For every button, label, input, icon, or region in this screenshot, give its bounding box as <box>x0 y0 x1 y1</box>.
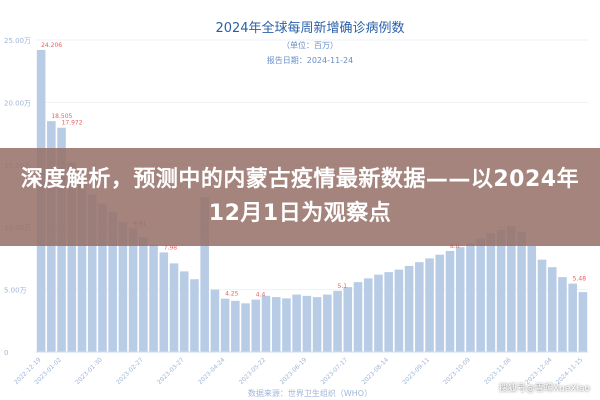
bar <box>527 245 537 352</box>
chart-source: 数据来源：世界卫生组织（WHO） <box>248 388 372 398</box>
x-tick-label: 2023-10-09 <box>442 356 472 386</box>
bar <box>200 197 209 352</box>
x-tick-label: 2023-06-19 <box>279 356 309 386</box>
bar <box>312 297 322 352</box>
bar <box>333 290 342 352</box>
bar <box>210 289 220 352</box>
bar <box>537 259 547 352</box>
watermark: 搜狐号@雪晖XueXiao <box>498 384 590 394</box>
x-tick-label: 2023-03-27 <box>156 356 186 386</box>
bar <box>435 254 445 352</box>
x-tick-label: 2023-08-14 <box>360 356 390 386</box>
bar <box>476 238 485 352</box>
bar <box>374 274 383 352</box>
y-tick-label: 0 <box>4 349 8 357</box>
bar <box>558 277 567 352</box>
bar <box>486 233 496 352</box>
chart-report-date: 报告日期：2024-11-24 <box>267 55 354 65</box>
bar <box>496 229 506 352</box>
y-tick-label: 5.00万 <box>4 287 27 295</box>
bar <box>271 297 281 352</box>
y-tick-label: 25.00万 <box>4 37 31 45</box>
bar <box>159 252 169 352</box>
headline-banner: 深度解析，预测中的内蒙古疫情最新数据——以2024年12月1日为观察点 <box>0 148 600 246</box>
bar <box>67 162 77 352</box>
bar <box>179 271 189 352</box>
bar <box>292 294 301 352</box>
bar <box>108 212 117 352</box>
bar <box>98 203 107 352</box>
x-tick-label: 2023-09-11 <box>401 356 431 386</box>
bar <box>425 258 434 352</box>
value-label: 5.1 <box>338 283 348 290</box>
value-label: 4.25 <box>225 291 239 298</box>
x-tick-label: 2023-04-24 <box>197 356 227 386</box>
bar <box>128 228 138 352</box>
value-label: 17.972 <box>62 120 83 127</box>
x-tick-label: 2023-07-17 <box>320 356 350 386</box>
bar <box>231 300 240 352</box>
bar <box>363 278 373 352</box>
bar <box>149 244 158 352</box>
headline-text: 深度解析，预测中的内蒙古疫情最新数据——以2024年12月1日为观察点 <box>20 167 580 226</box>
x-tick-label: 2023-02-27 <box>115 356 145 386</box>
y-tick-label: 20.00万 <box>4 99 31 107</box>
bar <box>578 292 588 352</box>
value-label: 5.48 <box>573 276 587 283</box>
value-label: 24.206 <box>41 42 62 49</box>
bar <box>323 294 332 352</box>
value-label: 18.505 <box>51 113 72 120</box>
x-tick-label: 2023-05-22 <box>238 356 268 386</box>
bar <box>507 225 516 352</box>
bar <box>251 299 261 352</box>
bar <box>415 262 424 352</box>
bar <box>169 263 179 352</box>
bar <box>302 295 312 352</box>
bar <box>517 232 526 352</box>
bar <box>547 267 557 352</box>
bar <box>394 269 404 352</box>
bar <box>404 265 414 352</box>
value-label: 7.98 <box>164 244 178 251</box>
bar <box>353 282 363 352</box>
bar <box>261 295 271 352</box>
bar <box>445 250 455 352</box>
bar <box>139 237 148 352</box>
bar <box>77 179 87 352</box>
value-label: 8.6 <box>450 243 460 250</box>
bar <box>282 298 291 352</box>
bar <box>466 243 475 352</box>
bar <box>190 279 199 352</box>
bar <box>87 194 97 352</box>
bar <box>118 222 128 352</box>
value-label: 4.4 <box>256 292 266 299</box>
bar <box>241 303 250 352</box>
bar <box>568 283 577 352</box>
bar <box>343 287 353 352</box>
bar <box>384 272 393 352</box>
bar <box>455 247 465 352</box>
x-tick-label: 2023-01-30 <box>74 356 104 386</box>
chart-title: 2024年全球每周新增确诊病例数 <box>215 20 404 36</box>
bar <box>220 298 230 352</box>
chart-unit: （单位：百万） <box>282 40 338 50</box>
